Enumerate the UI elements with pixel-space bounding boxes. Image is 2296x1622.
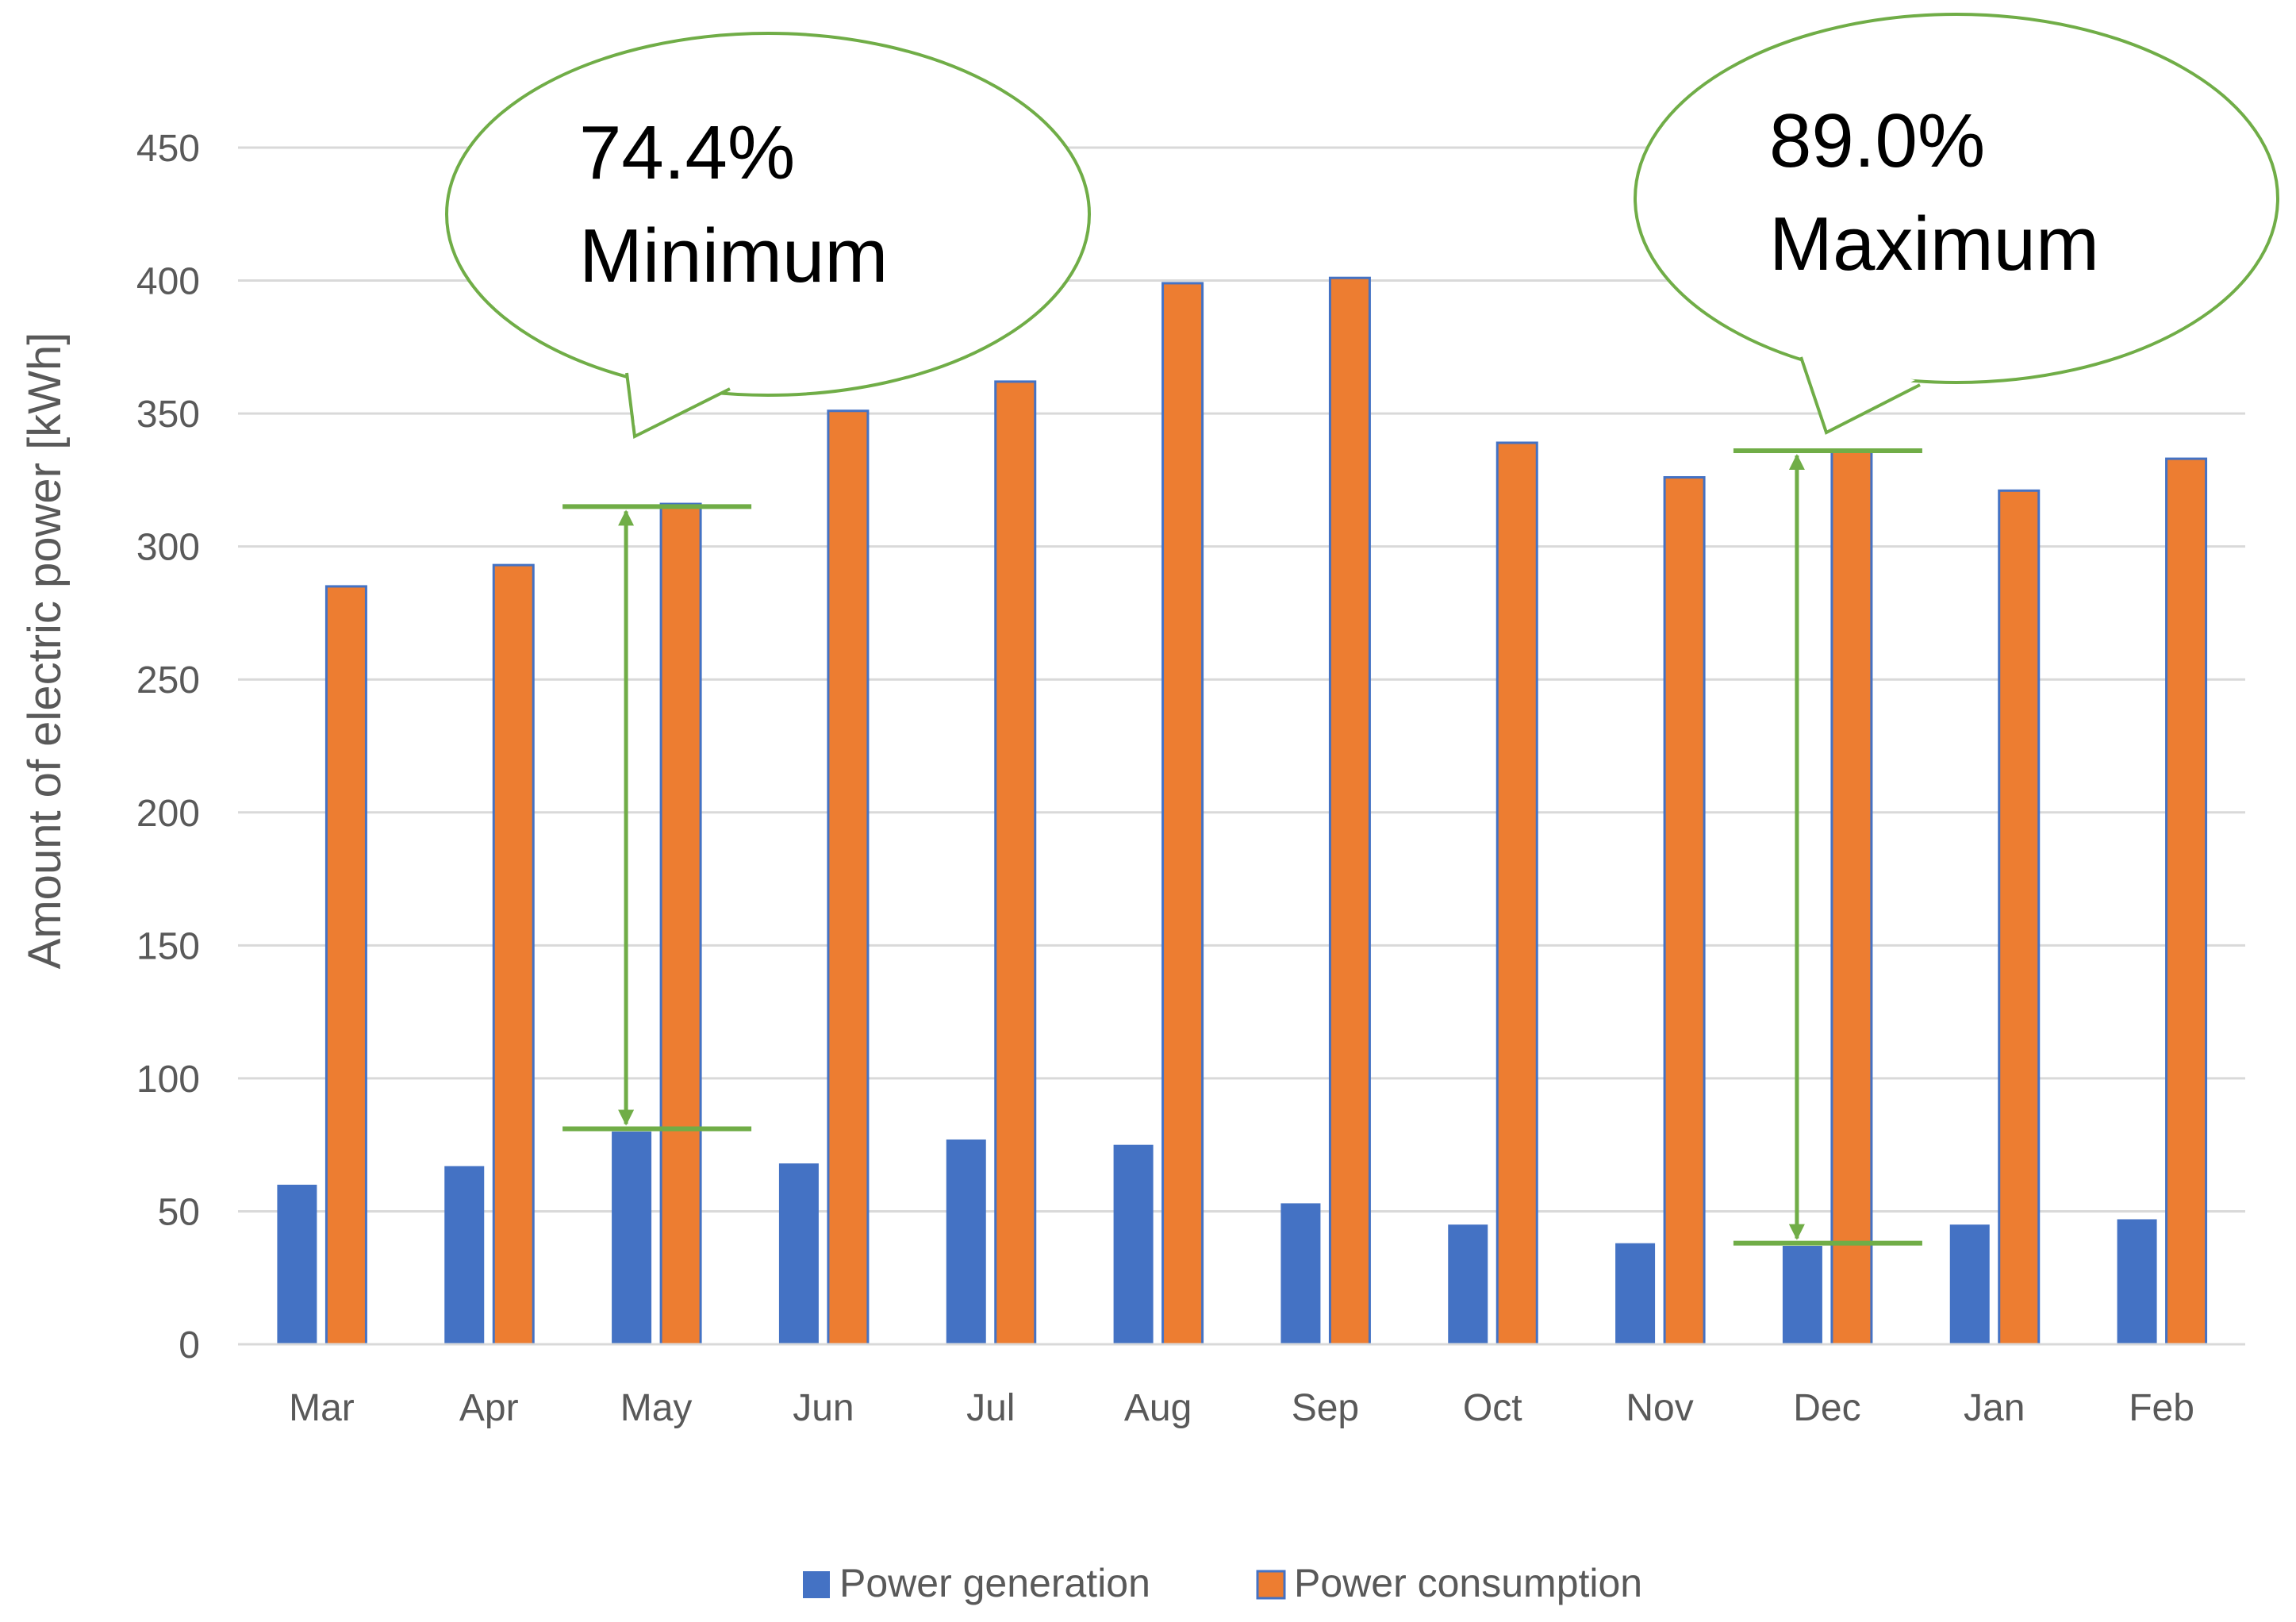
x-tick-label: Nov [1626,1387,1693,1429]
annotations: 74.4% Minimum 89.0% Maximum [445,13,2279,1246]
callout-bubble-min: 74.4% Minimum [445,32,1091,440]
x-tick-label: Oct [1463,1387,1522,1429]
x-tick-label: Feb [2129,1387,2194,1429]
callout-bubble-max: 89.0% Maximum [1634,13,2279,435]
bar-power-consumption-oct [1495,441,1538,1346]
y-axis-ticks: 0 50 100 150 200 250 300 350 400 450 [136,128,200,1366]
x-tick-label: Jan [1964,1387,2025,1429]
bar-power-generation-mar [277,1184,317,1344]
x-tick-label: Sep [1292,1387,1359,1429]
x-tick-label: May [620,1387,693,1429]
x-tick-label: Aug [1124,1387,1192,1429]
y-tick-label: 250 [136,659,200,701]
bar-power-consumption-dec [1830,449,1873,1346]
bar-power-consumption-sep [1328,276,1371,1346]
callout-percent: 74.4% [579,110,795,195]
legend-item: Power generation [803,1561,1150,1605]
y-tick-label: 200 [136,793,200,835]
y-tick-label: 50 [158,1191,200,1233]
legend: Power generation Power consumption [803,1561,1642,1605]
bar-power-generation-aug [1113,1144,1154,1344]
bar-power-consumption-nov [1663,476,1706,1346]
x-axis-ticks: Mar Apr May Jun Jul Aug Sep Oct Nov Dec Jan Feb [289,1387,2194,1429]
x-tick-label: Jul [966,1387,1015,1429]
bar-power-generation-feb [2117,1219,2157,1344]
bar-power-generation-jan [1949,1224,1990,1344]
x-tick-label: Jun [793,1387,854,1429]
y-tick-label: 100 [136,1059,200,1101]
legend-item: Power consumption [1256,1561,1642,1605]
legend-swatch [1256,1570,1286,1600]
y-tick-label: 450 [136,128,200,170]
callout-label: Minimum [579,213,888,298]
bar-power-consumption-aug [1161,282,1204,1346]
bar-power-generation-apr [444,1166,485,1344]
bar-power-consumption-jul [994,380,1037,1346]
bar-power-generation-jun [778,1163,819,1344]
legend-swatch [803,1571,830,1598]
bar-power-generation-jul [946,1139,986,1344]
gridlines [238,146,2245,1213]
x-tick-label: Mar [289,1387,355,1429]
bar-power-generation-dec [1782,1246,1822,1344]
x-tick-label: Dec [1793,1387,1860,1429]
y-tick-label: 300 [136,527,200,569]
bar-power-generation-oct [1448,1224,1488,1344]
callout-percent: 89.0% [1769,98,1985,183]
y-axis-label: Amount of electric power [kWh] [19,332,71,970]
bars [277,276,2208,1346]
y-tick-label: 150 [136,925,200,967]
legend-label: Power consumption [1294,1561,1642,1605]
bar-power-generation-sep [1280,1203,1321,1344]
bar-power-consumption-apr [492,563,535,1346]
bar-power-consumption-jan [1998,489,2041,1346]
callout-label: Maximum [1769,202,2099,286]
bar-power-consumption-may [659,502,702,1346]
bar-power-consumption-mar [324,585,367,1346]
legend-label: Power generation [839,1561,1150,1605]
y-tick-label: 350 [136,394,200,436]
y-tick-label: 400 [136,261,200,303]
bar-power-generation-may [612,1131,652,1344]
bar-power-generation-nov [1615,1243,1656,1344]
x-tick-label: Apr [459,1387,519,1429]
y-tick-label: 0 [179,1324,200,1366]
bar-power-consumption-jun [827,409,870,1346]
bar-power-consumption-feb [2165,457,2208,1346]
